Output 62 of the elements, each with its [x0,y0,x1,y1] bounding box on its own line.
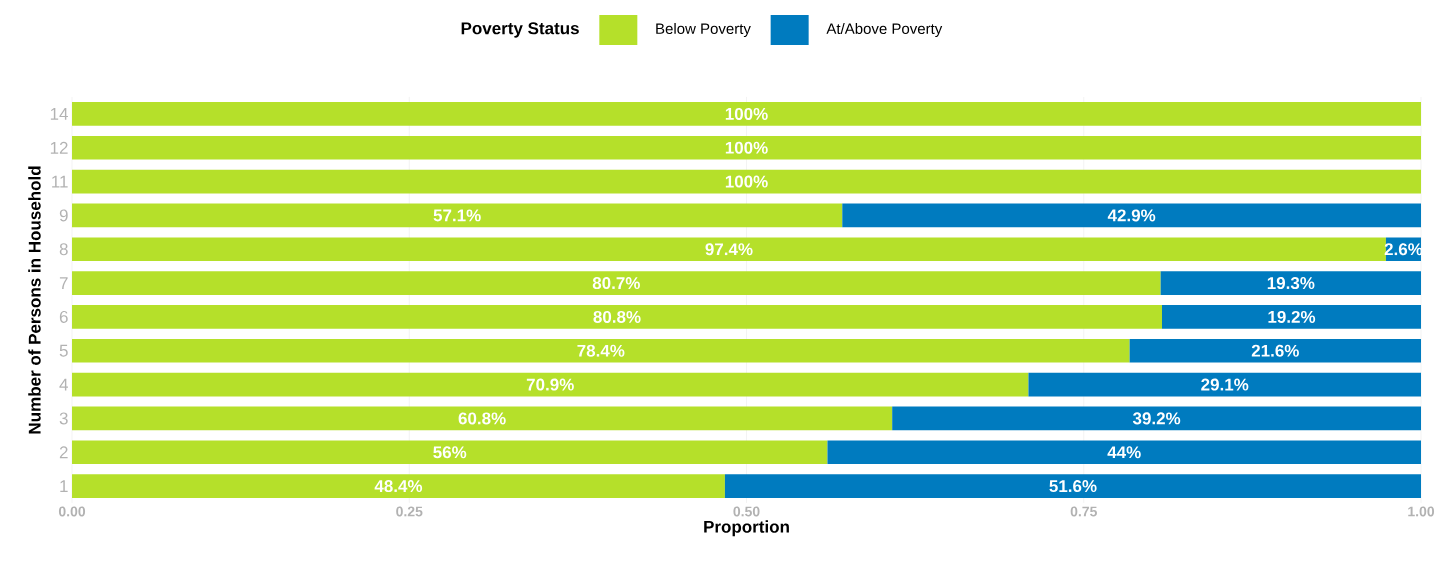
bar [72,305,1162,329]
data-label: 39.2% [1132,412,1181,425]
legend-label: At/Above Poverty [826,23,943,37]
legend-label: Below Poverty [656,23,751,37]
bar [72,440,828,465]
data-label: 44% [1107,446,1141,459]
data-label: 97.4% [705,243,753,256]
data-label: 80.8% [593,310,641,323]
bar [72,102,1421,126]
y-tick-label: 4 [59,378,68,391]
bar [1162,305,1421,329]
data-label: 80.7% [592,277,640,290]
y-tick-label: 6 [59,310,68,323]
data-label: 21.6% [1251,344,1299,357]
x-tick-label: 1.00 [1408,506,1435,517]
data-label: 60.8% [458,412,506,425]
data-label: 70.9% [526,378,574,391]
bar [724,474,1421,498]
data-label: 100% [725,141,768,154]
bar [1129,338,1421,363]
y-tick-label: 7 [59,277,68,289]
y-tick-label: 11 [52,175,68,188]
y-tick-label: 1 [60,480,68,492]
bar [72,474,725,498]
y-tick-label: 14 [50,108,68,120]
data-label: 100% [725,107,768,120]
legend-title: Poverty Status [461,22,579,38]
data-label: 19.2% [1268,310,1316,323]
bar [827,440,1421,465]
y-tick-label: 2 [59,446,68,459]
data-label: 56% [433,446,467,459]
x-axis-title: Proportion [704,520,789,537]
y-tick-label: 5 [59,344,68,357]
bar [72,169,1421,194]
data-label: 42.9% [1107,209,1156,222]
bar [892,406,1421,431]
data-label: 78.4% [577,344,625,357]
y-axis-title: Number of Persons in Household [28,166,41,434]
bar [72,237,1386,262]
bar [72,135,1421,160]
y-tick-label: 3 [59,412,68,425]
y-tick-label: 8 [59,243,68,256]
data-label: 57.1% [433,209,481,222]
x-tick-label: 0.25 [396,506,423,517]
bar [1028,372,1421,397]
x-tick-label: 0.50 [733,506,760,517]
x-tick-label: 0.75 [1070,506,1097,517]
bar [842,203,1421,228]
data-label: 48.4% [374,480,423,493]
x-tick-label: 0.00 [58,506,86,517]
data-label: 51.6% [1049,480,1097,493]
y-tick-label: 12 [50,141,68,154]
bar [72,271,1161,295]
bar [72,372,1029,397]
bar [1160,271,1421,295]
bar [72,338,1130,363]
data-label: 29.1% [1201,378,1249,391]
y-tick-label: 9 [59,209,68,222]
bar [72,406,893,431]
data-label: 19.3% [1267,277,1315,290]
data-label: 100% [725,175,768,188]
bar [72,203,843,228]
